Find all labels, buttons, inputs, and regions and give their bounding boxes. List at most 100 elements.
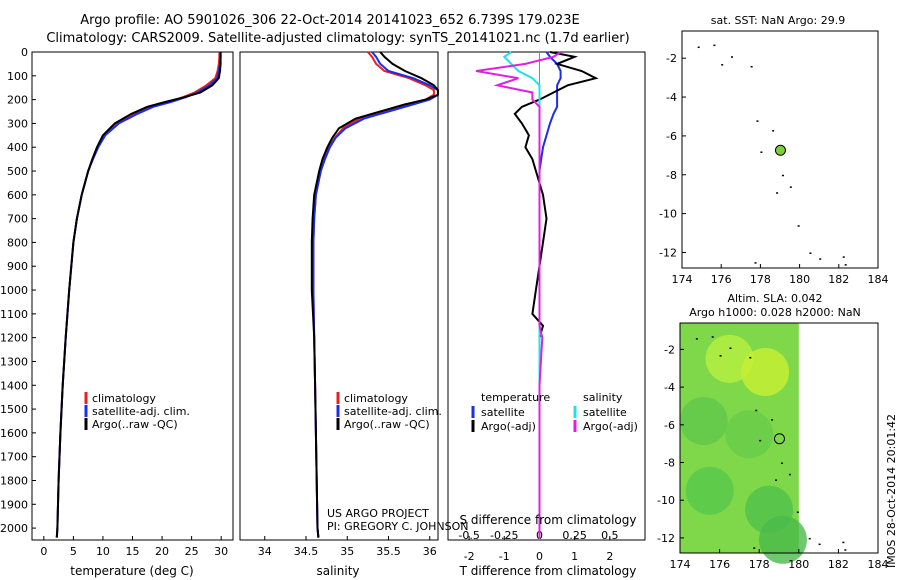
island-point: [788, 473, 791, 476]
map-frame: [679, 322, 879, 554]
legend-salinity-heading: salinity: [583, 391, 623, 404]
x-tick-label-S: -0.5: [458, 529, 479, 542]
depth-tick-label: 1500: [0, 403, 28, 416]
project-credit: US ARGO PROJECT: [327, 507, 429, 520]
island-point: [756, 120, 759, 122]
legend-climatology-label: climatology: [344, 392, 408, 405]
lat-tick-label: -12: [659, 246, 677, 259]
lon-tick-label: 180: [788, 558, 809, 571]
island-point: [842, 541, 845, 544]
map-frame: [681, 30, 879, 269]
depth-tick-label: 900: [7, 260, 28, 273]
legend-satellite-label: satellite-adj. clim.: [92, 405, 190, 418]
diff-temp-argo-line: [513, 51, 599, 538]
depth-tick-label: 500: [7, 165, 28, 178]
island-point: [844, 264, 847, 266]
temperature-legend: climatology satellite-adj. clim. Argo(..…: [84, 392, 190, 431]
depth-tick-label: 100: [7, 70, 28, 83]
salinity-argo-line: [310, 51, 439, 538]
depth-tick-label: 1300: [0, 355, 28, 368]
legend-argo-label: Argo(..raw -QC): [344, 418, 430, 431]
legend-temp-satellite-label: satellite: [481, 406, 525, 419]
island-point: [781, 174, 784, 177]
x-tick-label: 20: [155, 545, 169, 558]
island-point: [753, 547, 756, 549]
x-tick-label: 25: [185, 545, 199, 558]
island-point: [721, 64, 724, 66]
depth-tick-label: 800: [7, 236, 28, 249]
sst-map-title: sat. SST: NaN Argo: 29.9: [711, 14, 845, 27]
x-tick-label: 34.5: [294, 545, 319, 558]
x-tick-label: 36: [423, 545, 437, 558]
x-tick-label-T: -2: [464, 550, 475, 563]
lat-tick-label: -4: [666, 91, 677, 104]
depth-tick-label: 1400: [0, 379, 28, 392]
x-tick-label: 30: [214, 545, 228, 558]
temperature-axis-label: temperature (deg C): [70, 564, 193, 578]
island-point: [789, 186, 792, 188]
legend-temperature-heading: temperature: [481, 391, 550, 404]
diff-temp-satellite-line: [538, 51, 562, 538]
island-point: [844, 549, 847, 551]
lon-tick-label: 176: [711, 273, 732, 286]
lat-tick-label: -6: [664, 419, 675, 432]
x-tick-label-S: 0.5: [601, 529, 619, 542]
island-point: [797, 225, 800, 227]
lat-tick-label: -4: [664, 381, 675, 394]
island-point: [842, 256, 845, 258]
lon-tick-label: 182: [828, 273, 849, 286]
island-point: [729, 347, 732, 350]
lat-tick-label: -2: [666, 52, 677, 65]
legend-satellite-label: satellite-adj. clim.: [344, 405, 442, 418]
lon-tick-label: 180: [789, 273, 810, 286]
diff-top-axis-label: S difference from climatology: [460, 513, 637, 527]
temperature-climatology-line: [55, 52, 221, 538]
depth-tick-label: 600: [7, 189, 28, 202]
island-point: [796, 511, 799, 514]
island-point: [754, 262, 757, 264]
diff-sal-argo-line: [475, 51, 562, 538]
depth-tick-label: 1100: [0, 308, 28, 321]
salinity-climatology-line: [312, 51, 435, 538]
lat-tick-label: -12: [657, 532, 675, 545]
x-tick-label-T: 1: [571, 550, 578, 563]
depth-tick-label: 0: [21, 46, 28, 59]
imos-timestamp: IMOS 28-Oct-2014 20:01:42: [885, 414, 898, 568]
salinity-legend: climatology satellite-adj. clim. Argo(..…: [336, 392, 442, 431]
lat-tick-label: -2: [664, 343, 675, 356]
x-tick-label-S: -0.25: [490, 529, 518, 542]
island-point: [697, 46, 700, 49]
depth-tick-label: 300: [7, 117, 28, 130]
legend-argo-label: Argo(..raw -QC): [92, 418, 178, 431]
island-point: [711, 336, 714, 338]
sla-anomaly: [679, 397, 728, 446]
x-tick-label: 10: [96, 545, 110, 558]
island-point: [808, 537, 811, 540]
island-point: [759, 439, 762, 442]
lat-tick-label: -8: [666, 169, 677, 182]
diff-bottom-axis-label: T difference from climatology: [459, 564, 637, 578]
x-tick-label: 15: [126, 545, 140, 558]
lon-tick-label: 184: [868, 558, 889, 571]
island-point: [713, 44, 716, 47]
legend-sal-satellite-label: satellite: [583, 406, 627, 419]
salinity-panel: 34 34.5 35 35.5 36 salinity: [239, 51, 439, 578]
x-tick-label: 35: [340, 545, 354, 558]
lon-tick-label: 176: [709, 558, 730, 571]
lon-tick-label: 174: [670, 558, 691, 571]
temperature-panel: 0100200300400500600700800900100011001200…: [0, 46, 234, 578]
lat-tick-label: -10: [659, 208, 677, 221]
figure-title-line2: Climatology: CARS2009. Satellite-adjuste…: [46, 31, 629, 46]
sla-anomaly: [725, 410, 774, 459]
salinity-satellite-line: [312, 51, 439, 538]
depth-tick-label: 1000: [0, 284, 28, 297]
x-tick-label-T: -1: [499, 550, 510, 563]
island-point: [749, 356, 752, 359]
lon-tick-label: 184: [868, 273, 889, 286]
island-point: [809, 252, 812, 254]
depth-tick-label: 1800: [0, 474, 28, 487]
x-tick-label: 0: [40, 545, 47, 558]
depth-tick-label: 2000: [0, 522, 28, 535]
island-point: [731, 56, 733, 58]
